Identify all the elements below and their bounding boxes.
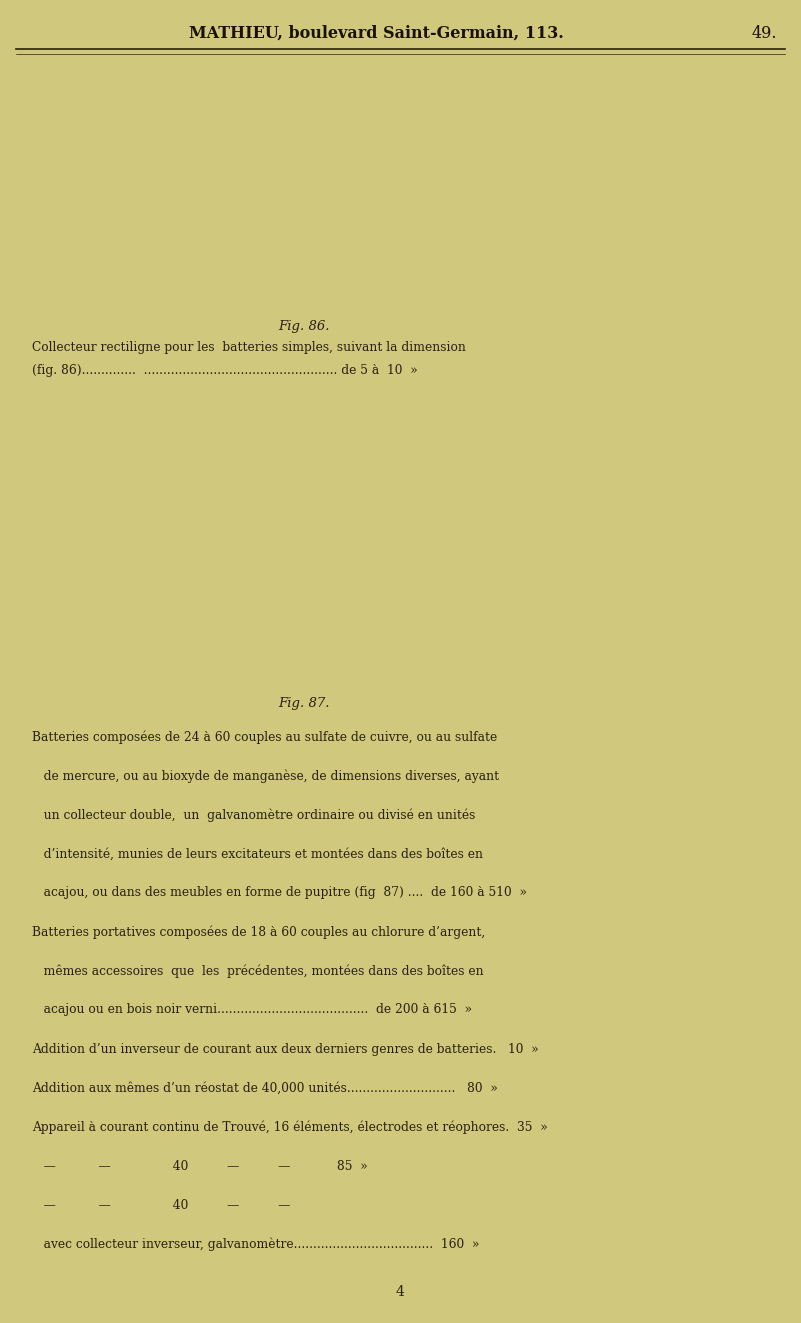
Text: d’intensité, munies de leurs excitateurs et montées dans des boîtes en: d’intensité, munies de leurs excitateurs…: [32, 847, 483, 860]
Text: avec collecteur inverseur, galvanomètre....................................  160: avec collecteur inverseur, galvanomètre.…: [32, 1238, 480, 1252]
Text: Addition d’un inverseur de courant aux deux derniers genres de batteries.   10  : Addition d’un inverseur de courant aux d…: [32, 1043, 539, 1056]
Text: Batteries composées de 24 à 60 couples au sulfate de cuivre, ou au sulfate: Batteries composées de 24 à 60 couples a…: [32, 730, 497, 744]
Text: Batteries portatives composées de 18 à 60 couples au chlorure d’argent,: Batteries portatives composées de 18 à 6…: [32, 926, 485, 939]
Text: —           —                40          —          —            85  »: — — 40 — — 85 »: [32, 1159, 368, 1172]
Text: Collecteur rectiligne pour les  batteries simples, suivant la dimension: Collecteur rectiligne pour les batteries…: [32, 341, 466, 355]
Text: Fig. 87.: Fig. 87.: [279, 697, 330, 710]
Text: un collecteur double,  un  galvanomètre ordinaire ou divisé en unités: un collecteur double, un galvanomètre or…: [32, 808, 476, 822]
Text: acajou, ou dans des meubles en forme de pupitre (fig  87) ....  de 160 à 510  »: acajou, ou dans des meubles en forme de …: [32, 886, 527, 900]
Text: Appareil à courant continu de Trouvé, 16 éléments, électrodes et réophores.  35 : Appareil à courant continu de Trouvé, 16…: [32, 1121, 548, 1134]
Text: Fig. 86.: Fig. 86.: [279, 320, 330, 333]
Text: mêmes accessoires  que  les  précédentes, montées dans des boîtes en: mêmes accessoires que les précédentes, m…: [32, 964, 484, 978]
Text: 49.: 49.: [751, 25, 777, 41]
Text: (fig. 86)..............  .................................................. de 5: (fig. 86).............. ................…: [32, 364, 418, 377]
Text: —           —                40          —          —: — — 40 — —: [32, 1199, 291, 1212]
Text: 4: 4: [396, 1285, 405, 1299]
Text: MATHIEU, boulevard Saint-Germain, 113.: MATHIEU, boulevard Saint-Germain, 113.: [189, 25, 564, 41]
Text: acajou ou en bois noir verni.......................................  de 200 à 61: acajou ou en bois noir verni............…: [32, 1003, 472, 1016]
Text: Addition aux mêmes d’un réostat de 40,000 unités............................   8: Addition aux mêmes d’un réostat de 40,00…: [32, 1081, 498, 1094]
Text: de mercure, ou au bioxyde de manganèse, de dimensions diverses, ayant: de mercure, ou au bioxyde de manganèse, …: [32, 770, 499, 783]
